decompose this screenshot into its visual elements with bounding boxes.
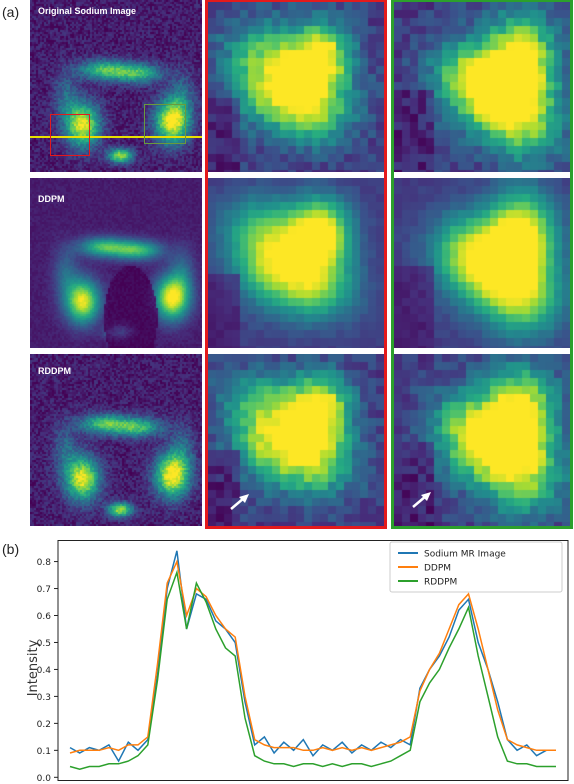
y-tick-label: 0.7 xyxy=(37,585,51,595)
image-grid: Original Sodium Image DDPM RDDPM xyxy=(30,0,574,530)
original-zoom-red xyxy=(208,2,384,172)
zoom-red-rddpm xyxy=(208,354,384,526)
original-zoom-green xyxy=(394,2,570,172)
y-tick-label: 0.4 xyxy=(37,666,52,676)
y-tick-label: 0.3 xyxy=(37,693,51,703)
ddpm-zoom-red xyxy=(208,178,384,348)
y-tick-label: 0.2 xyxy=(37,720,51,730)
green-roi-box xyxy=(144,104,186,144)
y-tick-label: 0.8 xyxy=(37,558,52,568)
original-sodium-image-tile: Original Sodium Image xyxy=(30,0,202,172)
panel-a-label: (a) xyxy=(2,4,20,20)
legend-box xyxy=(389,541,563,593)
y-ticks: 0.0 0.1 0.2 0.3 0.4 0.5 0.6 0.7 0.8 xyxy=(37,558,58,784)
white-arrow-icon xyxy=(412,492,431,508)
plot-frame xyxy=(57,540,569,781)
legend: Sodium MR Image DDPM RDDPM xyxy=(389,541,563,593)
rddpm-image-tile: RDDPM xyxy=(30,354,202,526)
ddpm-zoom-green xyxy=(394,178,570,348)
rddpm-zoom-green xyxy=(394,354,570,526)
white-arrow-icon xyxy=(230,494,249,510)
zoom-green-original xyxy=(394,2,570,172)
ddpm-image-tile: DDPM xyxy=(30,178,202,348)
row-label-original: Original Sodium Image xyxy=(38,6,137,16)
red-roi-box xyxy=(50,114,90,156)
y-axis-label: Intensity xyxy=(26,639,41,696)
y-tick-label: 0.5 xyxy=(37,639,51,649)
y-tick-label: 0.1 xyxy=(37,747,51,757)
zoom-red-original xyxy=(208,2,384,172)
legend-entry: DDPM xyxy=(424,564,451,574)
legend-entry: Sodium MR Image xyxy=(424,550,506,560)
legend-entry: RDDPM xyxy=(424,578,457,588)
profile-line xyxy=(30,136,202,138)
green-zoom-frame xyxy=(391,0,573,529)
panel-b-label: (b) xyxy=(2,541,20,557)
ddpm-image xyxy=(30,178,202,348)
y-tick-label: 0.0 xyxy=(37,774,52,784)
series-line-rddpm xyxy=(69,569,556,770)
intensity-profile-chart: Intensity 0.0 0.1 0.2 0.3 0.4 0.5 0.6 0.7 0.8 So… xyxy=(26,540,569,784)
zoom-green-ddpm xyxy=(394,178,570,348)
series-lines xyxy=(69,550,556,770)
series-line-ddpm xyxy=(69,559,556,754)
row-label-rddpm: RDDPM xyxy=(38,366,71,376)
zoom-red-ddpm xyxy=(208,178,384,348)
rddpm-image xyxy=(30,354,202,526)
row-label-ddpm: DDPM xyxy=(38,194,65,204)
y-tick-label: 0.6 xyxy=(37,612,52,622)
red-zoom-frame xyxy=(205,0,387,529)
rddpm-zoom-red xyxy=(208,354,384,526)
